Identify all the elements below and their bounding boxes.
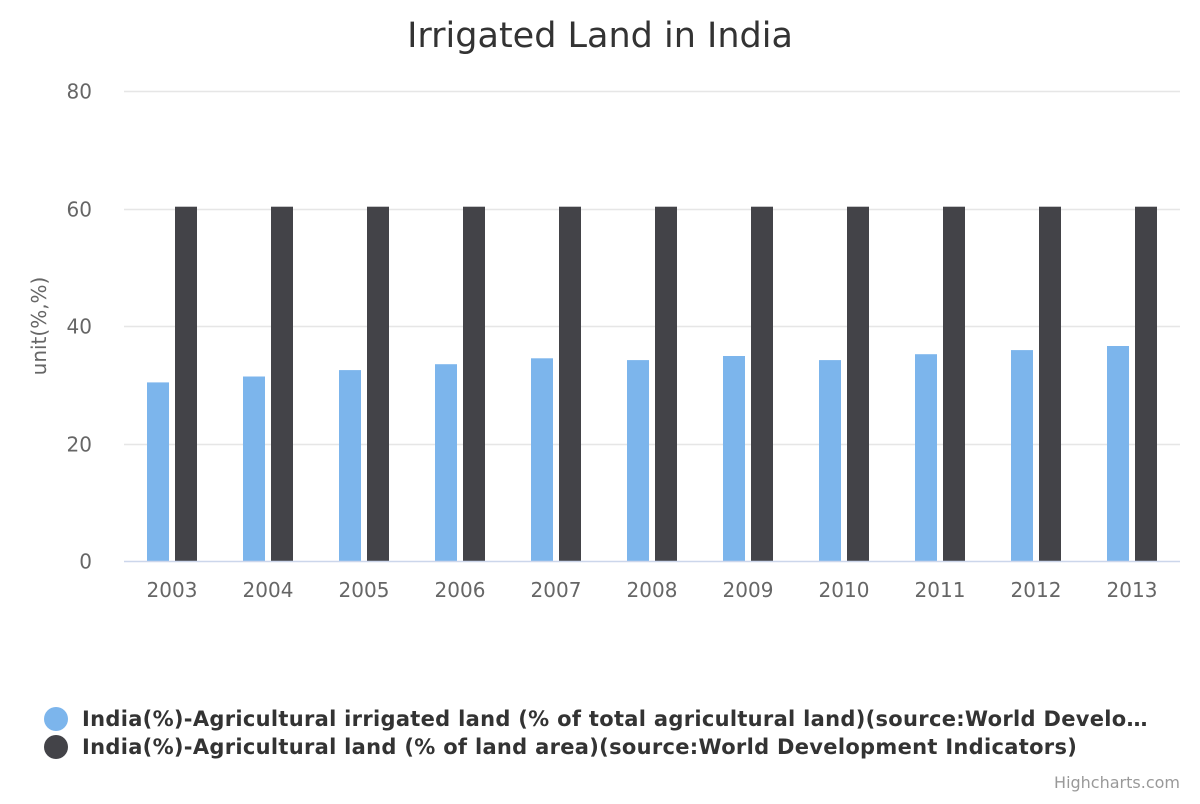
y-tick-label: 60 xyxy=(67,198,92,222)
bar-irrigated-land[interactable] xyxy=(1011,350,1033,561)
bar-irrigated-land[interactable] xyxy=(435,364,457,561)
bar-agricultural-land[interactable] xyxy=(463,206,485,561)
bar-agricultural-land[interactable] xyxy=(751,206,773,561)
bar-agricultural-land[interactable] xyxy=(847,206,869,561)
x-tick-label: 2005 xyxy=(339,578,390,602)
bar-agricultural-land[interactable] xyxy=(655,206,677,561)
x-axis-labels: 2003 2004 2005 2006 2007 2008 2009 2010 2011 2012… xyxy=(147,578,1158,602)
x-tick-label: 2007 xyxy=(531,578,582,602)
bar-series xyxy=(147,206,1157,562)
y-axis-title: unit(%,%) xyxy=(27,277,51,376)
bar-irrigated-land[interactable] xyxy=(147,382,169,561)
grid-lines xyxy=(124,90,1180,446)
legend-symbol-agricultural-land xyxy=(44,735,68,759)
bar-agricultural-land[interactable] xyxy=(1135,206,1157,561)
bar-irrigated-land[interactable] xyxy=(915,354,937,561)
x-tick-label: 2004 xyxy=(243,578,294,602)
bar-agricultural-land[interactable] xyxy=(559,206,581,561)
bar-agricultural-land[interactable] xyxy=(367,206,389,561)
bar-agricultural-land[interactable] xyxy=(271,206,293,561)
bar-irrigated-land[interactable] xyxy=(243,376,265,562)
x-tick-label: 2013 xyxy=(1107,578,1158,602)
legend-label-agricultural-land: India(%)-Agricultural land (% of land ar… xyxy=(82,735,1078,759)
bar-irrigated-land[interactable] xyxy=(1107,346,1129,561)
x-tick-label: 2009 xyxy=(723,578,774,602)
legend-label-irrigated-land: India(%)-Agricultural irrigated land (% … xyxy=(82,707,1148,731)
bar-irrigated-land[interactable] xyxy=(723,356,745,561)
legend-item-irrigated-land[interactable]: India(%)-Agricultural irrigated land (% … xyxy=(44,705,1174,733)
y-tick-label: 20 xyxy=(67,433,92,457)
bar-irrigated-land[interactable] xyxy=(627,360,649,561)
bar-agricultural-land[interactable] xyxy=(1039,206,1061,561)
x-tick-label: 2008 xyxy=(627,578,678,602)
x-tick-label: 2010 xyxy=(819,578,870,602)
legend-item-agricultural-land[interactable]: India(%)-Agricultural land (% of land ar… xyxy=(44,733,1174,761)
credits-link[interactable]: Highcharts.com xyxy=(1054,773,1180,792)
x-tick-label: 2003 xyxy=(147,578,198,602)
bar-agricultural-land[interactable] xyxy=(175,206,197,561)
bar-agricultural-land[interactable] xyxy=(943,206,965,561)
x-tick-label: 2012 xyxy=(1011,578,1062,602)
chart-title: Irrigated Land in India xyxy=(407,16,793,56)
bar-irrigated-land[interactable] xyxy=(819,360,841,561)
y-tick-label: 40 xyxy=(67,315,92,339)
x-tick-label: 2006 xyxy=(435,578,486,602)
y-tick-label: 80 xyxy=(67,80,92,104)
legend-symbol-irrigated-land xyxy=(44,707,68,731)
y-axis-labels: 0 20 40 60 80 xyxy=(67,80,92,574)
y-tick-label: 0 xyxy=(79,550,92,574)
x-tick-label: 2011 xyxy=(915,578,966,602)
bar-irrigated-land[interactable] xyxy=(339,370,361,561)
bar-irrigated-land[interactable] xyxy=(531,358,553,561)
legend: India(%)-Agricultural irrigated land (% … xyxy=(44,705,1174,761)
